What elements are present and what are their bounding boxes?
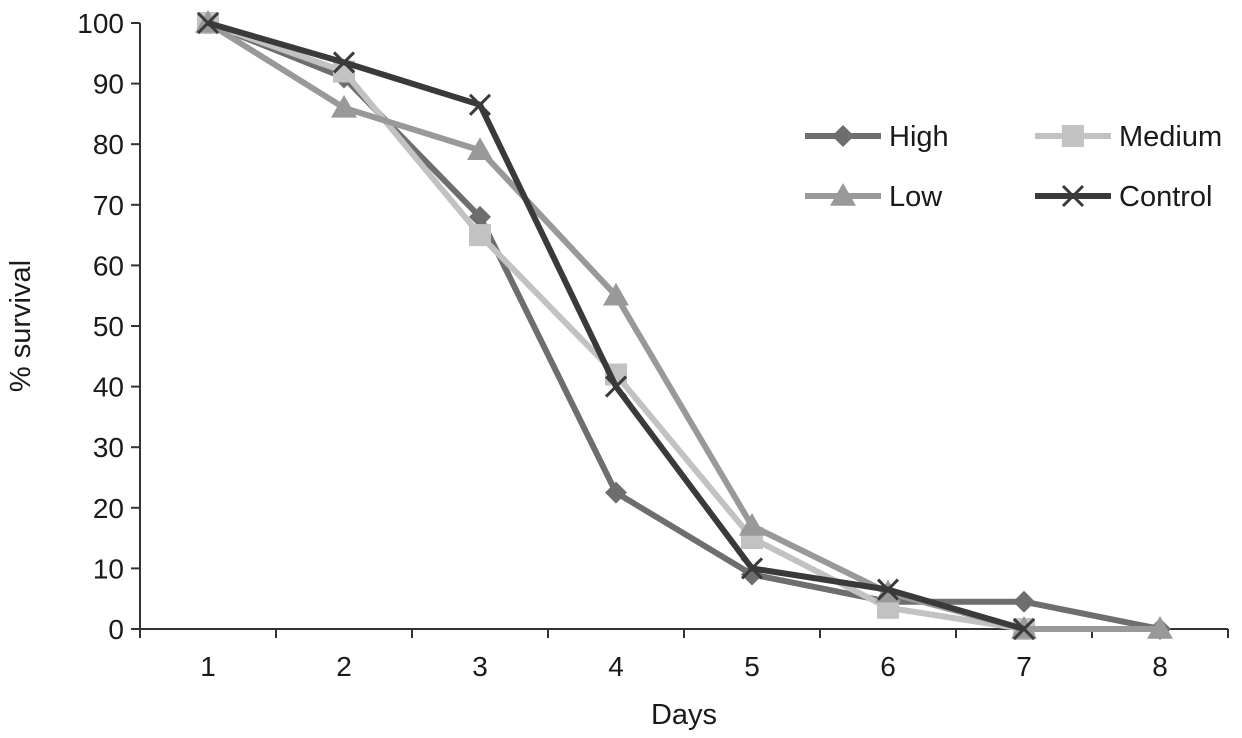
data-point-low [331, 94, 357, 118]
legend-label: Low [889, 181, 943, 213]
series-low [195, 10, 1173, 639]
legend-marker-high [832, 125, 854, 147]
y-axis-title: % survival [5, 260, 37, 392]
data-point-low [603, 282, 629, 306]
x-tick-label: 8 [1152, 651, 1168, 682]
legend-item-control: Control [1035, 181, 1213, 213]
data-point-control [1012, 617, 1036, 641]
y-tick-label: 70 [93, 190, 124, 221]
y-tick-label: 20 [93, 493, 124, 524]
legend-label: High [889, 121, 949, 153]
x-tick-label: 2 [336, 651, 352, 682]
x-tick-label: 4 [608, 651, 624, 682]
data-point-control [876, 578, 900, 601]
series-line-control [207, 20, 1025, 632]
data-point-low [739, 512, 765, 536]
data-point-low [467, 137, 493, 161]
legend-marker-medium [1062, 125, 1084, 147]
series-control [196, 11, 1036, 641]
y-tick-label: 90 [93, 69, 124, 100]
data-point-control [604, 375, 628, 398]
data-point-high [1013, 590, 1035, 613]
data-point-control [740, 557, 764, 580]
legend-marker-control [1061, 184, 1085, 208]
legend-item-high: High [805, 121, 949, 153]
data-point-control [332, 51, 356, 74]
y-tick-label: 30 [93, 432, 124, 463]
y-tick-label: 60 [93, 250, 124, 281]
y-tick-label: 80 [93, 129, 124, 160]
series-layer [195, 10, 1173, 641]
x-axis-title: Days [651, 699, 717, 731]
y-tick-label: 100 [77, 8, 124, 39]
data-point-control [468, 93, 492, 116]
legend-item-medium: Medium [1035, 121, 1222, 153]
data-point-control [196, 11, 220, 35]
y-tick-label: 50 [93, 311, 124, 342]
y-tick-label: 0 [108, 614, 124, 645]
legend: High Medium Low Control [805, 121, 1222, 213]
series-medium [197, 12, 1035, 640]
x-tick-label: 5 [744, 651, 760, 682]
x-tick-label: 3 [472, 651, 488, 682]
x-tick-label: 7 [1016, 651, 1032, 682]
x-axis: 1 2 3 4 5 6 7 8 [139, 628, 1229, 682]
legend-marker-low [830, 183, 856, 206]
x-tick-label: 1 [200, 651, 216, 682]
y-axis: 0 10 20 30 40 50 60 70 80 90 100 [77, 8, 141, 645]
y-tick-label: 10 [93, 553, 124, 584]
data-point-medium [469, 224, 491, 247]
series-line-medium [206, 20, 1025, 632]
y-tick-label: 40 [93, 372, 124, 403]
data-point-low [1147, 616, 1173, 639]
data-point-high [469, 205, 491, 228]
legend-item-low: Low [805, 181, 943, 213]
x-tick-label: 6 [880, 651, 896, 682]
legend-label: Medium [1119, 121, 1222, 153]
data-point-high [605, 481, 627, 504]
legend-label: Control [1119, 181, 1213, 213]
